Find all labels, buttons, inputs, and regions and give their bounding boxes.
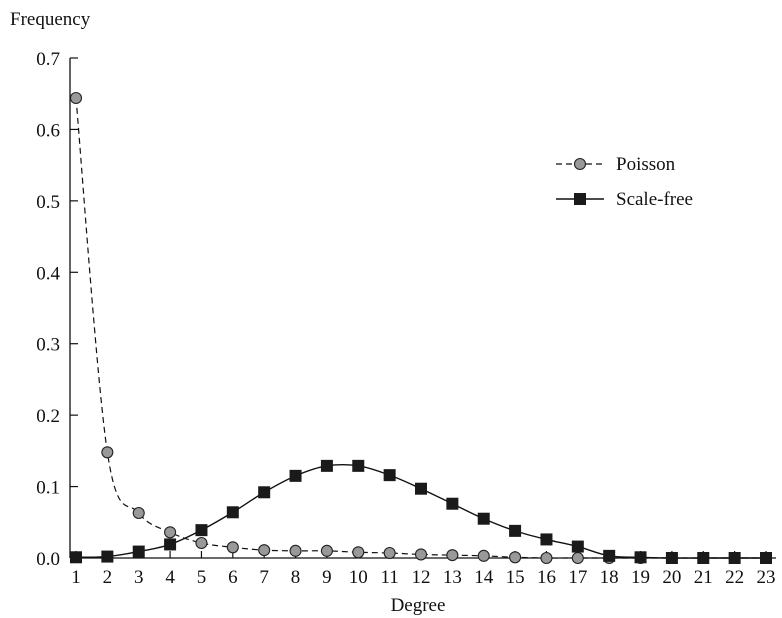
point-poisson bbox=[132, 506, 145, 520]
point-poisson bbox=[509, 551, 522, 564]
y-tick-label: 0.2 bbox=[36, 406, 60, 427]
point-poisson bbox=[69, 91, 83, 105]
x-axis-title: Degree bbox=[391, 595, 446, 616]
y-tick-label: 0.1 bbox=[36, 478, 60, 499]
x-tick-label: 8 bbox=[291, 567, 301, 588]
point-scale-free bbox=[226, 506, 239, 519]
x-tick-label: 7 bbox=[259, 567, 269, 588]
x-tick-label: 13 bbox=[443, 567, 462, 588]
x-tick-label: 5 bbox=[197, 567, 207, 588]
x-tick-label: 14 bbox=[474, 567, 494, 588]
point-scale-free bbox=[665, 552, 678, 564]
point-poisson bbox=[195, 536, 208, 550]
point-scale-free bbox=[603, 549, 616, 562]
x-tick-label: 1 bbox=[71, 567, 81, 588]
x-tick-label: 23 bbox=[757, 567, 776, 588]
x-tick-label: 4 bbox=[165, 567, 175, 588]
point-scale-free bbox=[571, 540, 584, 553]
x-tick-label: 2 bbox=[103, 567, 113, 588]
point-poisson bbox=[164, 526, 177, 539]
y-ticks: 0.0 0.1 0.2 0.3 0.4 0.5 0.6 0.7 bbox=[36, 49, 78, 570]
x-tick-label: 9 bbox=[322, 567, 332, 588]
x-tick-label: 3 bbox=[134, 567, 144, 588]
x-tick-label: 19 bbox=[631, 567, 650, 588]
point-scale-free bbox=[540, 533, 553, 546]
point-poisson bbox=[258, 544, 271, 557]
x-tick-label: 10 bbox=[349, 567, 368, 588]
point-scale-free bbox=[101, 550, 114, 563]
point-poisson bbox=[540, 551, 553, 565]
point-scale-free bbox=[258, 486, 271, 499]
point-poisson bbox=[289, 544, 302, 557]
y-tick-label: 0.4 bbox=[36, 263, 60, 284]
point-scale-free bbox=[195, 524, 208, 537]
x-ticks: 1 2 3 4 5 6 7 8 9 10 11 12 13 14 15 16 17 18 19 20 21 22 23 bbox=[71, 551, 776, 588]
x-tick-label: 16 bbox=[537, 567, 556, 588]
point-scale-free bbox=[383, 469, 396, 482]
point-poisson bbox=[414, 548, 428, 561]
legend-poisson-label: Poisson bbox=[616, 154, 676, 175]
x-tick-label: 6 bbox=[228, 567, 238, 588]
point-scale-free bbox=[289, 469, 302, 482]
x-tick-label: 17 bbox=[568, 567, 587, 588]
legend-poisson-marker bbox=[573, 157, 587, 171]
x-tick-label: 11 bbox=[380, 567, 398, 588]
point-scale-free bbox=[477, 512, 490, 525]
x-tick-label: 22 bbox=[725, 567, 744, 588]
point-scale-free bbox=[446, 497, 459, 510]
series-layer bbox=[69, 91, 773, 565]
point-poisson bbox=[226, 541, 239, 554]
series-line-poisson bbox=[75, 97, 766, 559]
point-poisson bbox=[477, 549, 490, 562]
point-poisson bbox=[446, 549, 459, 562]
point-poisson bbox=[571, 551, 584, 565]
point-scale-free bbox=[70, 551, 82, 564]
x-tick-label: 12 bbox=[412, 567, 431, 588]
y-tick-label: 0.0 bbox=[36, 549, 60, 570]
point-scale-free bbox=[320, 459, 333, 472]
x-tick-label: 21 bbox=[694, 567, 713, 588]
point-scale-free bbox=[509, 524, 522, 537]
legend-scale-free-marker bbox=[574, 193, 586, 205]
point-poisson bbox=[383, 546, 396, 560]
y-tick-label: 0.6 bbox=[36, 120, 60, 141]
y-tick-label: 0.7 bbox=[36, 49, 60, 70]
point-scale-free bbox=[164, 538, 177, 551]
point-scale-free bbox=[415, 482, 427, 495]
x-tick-label: 15 bbox=[506, 567, 525, 588]
point-scale-free bbox=[728, 552, 741, 564]
y-tick-label: 0.5 bbox=[36, 192, 60, 213]
point-poisson bbox=[352, 546, 365, 559]
x-tick-label: 20 bbox=[662, 567, 681, 588]
y-axis-title: Frequency bbox=[10, 9, 91, 30]
legend: Poisson Scale-free bbox=[556, 154, 693, 210]
point-scale-free bbox=[352, 459, 365, 472]
point-poisson bbox=[320, 544, 333, 557]
point-scale-free bbox=[132, 545, 145, 558]
x-tick-label: 18 bbox=[600, 567, 619, 588]
point-scale-free bbox=[697, 552, 710, 564]
point-poisson bbox=[101, 446, 114, 459]
point-scale-free bbox=[634, 551, 647, 564]
legend-scale-free-label: Scale-free bbox=[616, 189, 693, 210]
series-line-scale-free bbox=[75, 463, 766, 559]
point-scale-free bbox=[760, 552, 772, 564]
y-tick-label: 0.3 bbox=[36, 335, 60, 356]
